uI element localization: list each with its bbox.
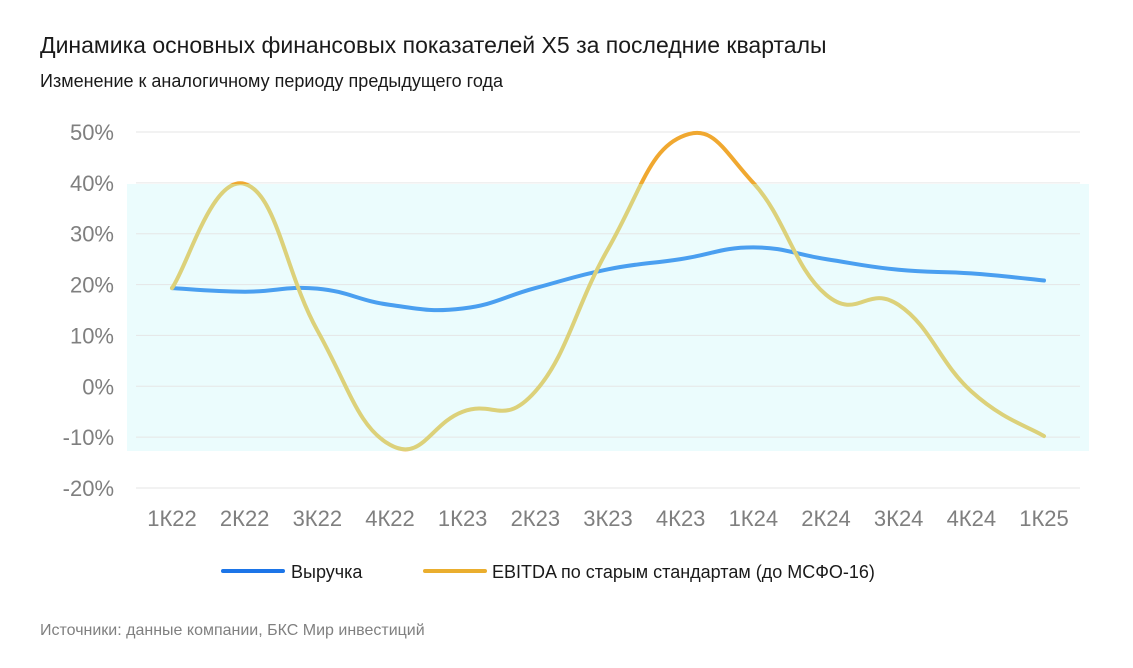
y-tick-label: 20% — [70, 273, 114, 298]
x-tick-label: 3К24 — [874, 506, 924, 531]
series-lines — [170, 130, 1046, 452]
y-tick-label: 10% — [70, 323, 114, 348]
x-tick-label: 4К22 — [365, 506, 415, 531]
x-tick-label: 2К22 — [220, 506, 270, 531]
x-tick-label: 2К24 — [801, 506, 851, 531]
x-tick-label: 2К23 — [511, 506, 561, 531]
y-axis: 50% 40% 30% 20% 10% 0% -10% -20% — [63, 120, 114, 501]
chart-subtitle: Изменение к аналогичному периоду предыду… — [40, 71, 503, 91]
y-tick-label: 50% — [70, 120, 114, 145]
x-tick-label: 1К24 — [729, 506, 779, 531]
y-tick-label: 30% — [70, 222, 114, 247]
chart-title: Динамика основных финансовых показателей… — [40, 32, 827, 58]
y-tick-label: -10% — [63, 425, 114, 450]
series-line-revenue — [170, 245, 1046, 313]
series-line-ebitda — [170, 184, 1046, 451]
y-tick-label: 40% — [70, 171, 114, 196]
x-tick-label: 4К23 — [656, 506, 706, 531]
y-tick-label: -20% — [63, 476, 114, 501]
x-tick-label: 3К22 — [293, 506, 343, 531]
x-tick-label: 3К23 — [583, 506, 633, 531]
x-tick-label: 4К24 — [947, 506, 997, 531]
legend: Выручка EBITDA по старым стандартам (до … — [221, 562, 875, 582]
x-tick-label: 1К25 — [1019, 506, 1069, 531]
highlight-band — [127, 184, 1089, 451]
y-tick-label: 0% — [82, 374, 114, 399]
source-note: Источники: данные компании, БКС Мир инве… — [40, 622, 425, 639]
gridlines — [136, 131, 1080, 489]
x-tick-label: 1К23 — [438, 506, 488, 531]
legend-label-ebitda: EBITDA по старым стандартам (до МСФО-16) — [492, 562, 875, 582]
legend-label-revenue: Выручка — [291, 562, 363, 582]
x-axis: 1К22 2К22 3К22 4К22 1К23 2К23 3К23 4К23 1К24 2К24… — [147, 506, 1069, 531]
x-tick-label: 1К22 — [147, 506, 197, 531]
